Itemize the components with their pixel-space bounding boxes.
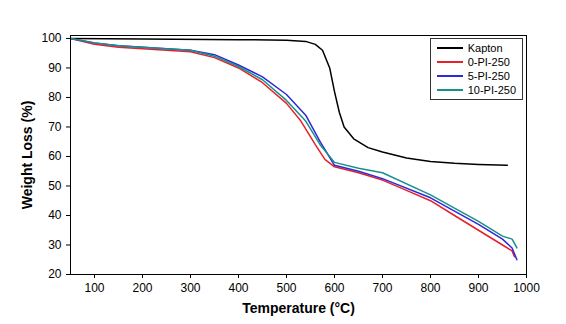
svg-text:80: 80: [48, 90, 62, 104]
svg-text:70: 70: [48, 120, 62, 134]
svg-text:600: 600: [324, 281, 344, 295]
html-text:5-PI-250: 5-PI-250: [467, 70, 510, 82]
html-text:Kapton: Kapton: [467, 42, 503, 54]
svg-text:300: 300: [180, 281, 200, 295]
svg-text:60: 60: [48, 149, 62, 163]
svg-text:40: 40: [48, 208, 62, 222]
svg-text:Temperature (°C): Temperature (°C): [242, 300, 355, 316]
svg-text:Weight Loss (%): Weight Loss (%): [19, 101, 35, 210]
svg-text:20: 20: [48, 267, 62, 281]
svg-text:400: 400: [228, 281, 248, 295]
html-text:10-PI-250: 10-PI-250: [467, 84, 516, 96]
html-text:0-PI-250: 0-PI-250: [467, 56, 510, 68]
svg-text:100: 100: [84, 281, 104, 295]
svg-text:100: 100: [41, 31, 61, 45]
svg-text:50: 50: [48, 179, 62, 193]
svg-text:700: 700: [372, 281, 392, 295]
svg-text:900: 900: [468, 281, 488, 295]
svg-text:30: 30: [48, 238, 62, 252]
svg-text:500: 500: [276, 281, 296, 295]
svg-text:90: 90: [48, 61, 62, 75]
svg-text:200: 200: [132, 281, 152, 295]
svg-text:800: 800: [420, 281, 440, 295]
svg-text:1000: 1000: [513, 281, 540, 295]
